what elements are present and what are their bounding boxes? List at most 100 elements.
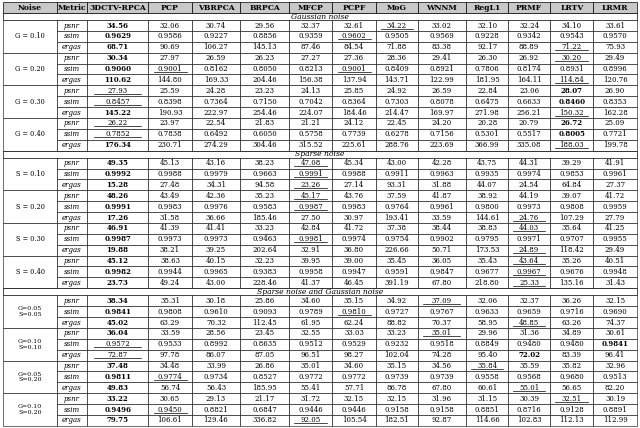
Text: 44.03: 44.03 — [519, 224, 539, 232]
Bar — [192, 328, 241, 339]
Text: 204.46: 204.46 — [252, 76, 277, 84]
Bar — [289, 53, 332, 64]
Text: 199.78: 199.78 — [603, 141, 627, 149]
Text: 0.9979: 0.9979 — [204, 170, 228, 178]
Bar — [148, 393, 192, 404]
Text: psnr: psnr — [64, 257, 80, 265]
Bar — [332, 234, 376, 245]
Bar — [241, 31, 289, 42]
Text: 0.9987: 0.9987 — [298, 202, 323, 211]
Bar — [3, 190, 57, 223]
Text: 32.15: 32.15 — [387, 395, 407, 403]
Bar — [376, 339, 418, 350]
Text: 0.6278: 0.6278 — [384, 130, 409, 138]
Bar — [332, 267, 376, 277]
Bar — [593, 372, 637, 382]
Bar — [192, 31, 241, 42]
Text: 90.69: 90.69 — [160, 43, 180, 51]
Bar — [57, 350, 87, 360]
Text: 48.26: 48.26 — [107, 192, 129, 200]
Bar — [289, 20, 332, 31]
Bar — [87, 212, 148, 223]
Bar — [241, 382, 289, 393]
Text: 43.00: 43.00 — [387, 159, 407, 167]
Text: 0.9991: 0.9991 — [298, 170, 323, 178]
Text: 145.13: 145.13 — [252, 43, 277, 51]
Bar — [192, 234, 241, 245]
Text: 38.92: 38.92 — [477, 192, 497, 200]
Bar — [550, 2, 593, 13]
Bar — [289, 295, 332, 306]
Bar — [57, 31, 87, 42]
Bar — [508, 328, 550, 339]
Bar — [241, 179, 289, 190]
Bar — [418, 295, 467, 306]
Bar — [418, 190, 467, 201]
Bar — [57, 404, 87, 415]
Text: 0.9789: 0.9789 — [298, 308, 323, 315]
Bar — [289, 393, 332, 404]
Bar — [508, 350, 550, 360]
Text: S = 0.40: S = 0.40 — [15, 268, 45, 276]
Text: 17.26: 17.26 — [107, 214, 129, 222]
Bar — [418, 393, 467, 404]
Bar — [593, 74, 637, 85]
Bar — [148, 295, 192, 306]
Text: 0.9446: 0.9446 — [298, 406, 323, 413]
Text: G = 0.20: G = 0.20 — [15, 65, 45, 73]
Text: 222.97: 222.97 — [204, 109, 228, 116]
Text: 0.9629: 0.9629 — [104, 33, 131, 40]
Bar — [148, 212, 192, 223]
Bar — [3, 2, 57, 13]
Bar — [376, 85, 418, 96]
Bar — [148, 179, 192, 190]
Bar — [467, 256, 508, 267]
Text: 0.9810: 0.9810 — [342, 308, 367, 315]
Bar — [467, 96, 508, 107]
Bar — [508, 74, 550, 85]
Bar — [3, 360, 57, 393]
Bar — [57, 42, 87, 53]
Bar — [241, 107, 289, 118]
Text: 0.7806: 0.7806 — [475, 65, 500, 73]
Text: 0.9633: 0.9633 — [475, 308, 499, 315]
Bar — [57, 360, 87, 372]
Bar — [192, 201, 241, 212]
Text: 42.28: 42.28 — [432, 159, 452, 167]
Text: 39.25: 39.25 — [206, 246, 226, 254]
Text: 30.19: 30.19 — [605, 395, 625, 403]
Bar — [550, 201, 593, 212]
Text: ssim: ssim — [64, 268, 80, 276]
Bar — [289, 372, 332, 382]
Bar — [332, 223, 376, 234]
Bar — [3, 328, 57, 360]
Text: 34.92: 34.92 — [387, 297, 407, 305]
Bar — [148, 20, 192, 31]
Bar — [418, 277, 467, 288]
Text: 0.9569: 0.9569 — [429, 33, 454, 40]
Text: G=0.05
S=0.20: G=0.05 S=0.20 — [18, 372, 42, 382]
Text: 0.9959: 0.9959 — [603, 202, 627, 211]
Text: 0.9963: 0.9963 — [429, 170, 454, 178]
Bar — [467, 234, 508, 245]
Text: 0.6633: 0.6633 — [517, 98, 541, 106]
Bar — [550, 118, 593, 129]
Text: 184.46: 184.46 — [342, 109, 367, 116]
Text: 25.86: 25.86 — [255, 297, 275, 305]
Bar — [87, 140, 148, 151]
Text: 27.27: 27.27 — [301, 54, 321, 62]
Text: PCP: PCP — [161, 3, 179, 12]
Bar — [57, 339, 87, 350]
Bar — [148, 53, 192, 64]
Bar — [550, 158, 593, 169]
Bar — [376, 96, 418, 107]
Bar — [467, 85, 508, 96]
Text: 31.96: 31.96 — [432, 395, 452, 403]
Text: 67.80: 67.80 — [432, 384, 452, 392]
Text: 0.9659: 0.9659 — [516, 308, 541, 315]
Bar — [192, 2, 241, 13]
Text: 336.82: 336.82 — [252, 416, 277, 425]
Text: 38.83: 38.83 — [477, 224, 497, 232]
Text: 169.33: 169.33 — [204, 76, 228, 84]
Bar — [467, 64, 508, 74]
